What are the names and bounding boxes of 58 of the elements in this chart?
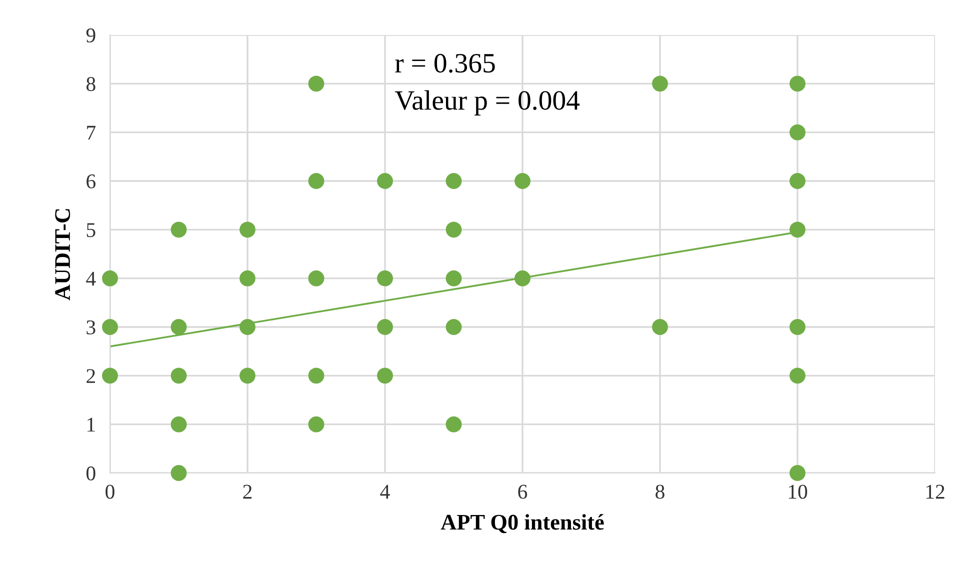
point — [170, 368, 187, 384]
point — [790, 465, 806, 481]
point — [446, 222, 462, 238]
point — [377, 173, 393, 189]
y-tick-label: 6 — [86, 174, 96, 188]
y-tick-label: 3 — [86, 320, 96, 334]
point — [652, 319, 668, 335]
x-tick-label: 8 — [656, 484, 664, 499]
point — [240, 368, 256, 384]
x-axis-title: APT Q0 intensité — [440, 514, 604, 534]
y-tick-label: 8 — [86, 77, 96, 92]
point — [308, 173, 324, 189]
x-tick-label: 0 — [106, 484, 114, 499]
annotation: r = 0.365 — [395, 54, 495, 73]
point — [170, 465, 187, 481]
y-tick-label: 2 — [86, 369, 95, 383]
point — [240, 319, 256, 335]
point — [790, 368, 806, 384]
y-tick-label: 7 — [87, 126, 96, 140]
y-axis-title: AUDIT-C — [55, 209, 70, 300]
point — [308, 416, 324, 432]
point — [240, 270, 256, 286]
x-tick-label: 10 — [788, 484, 808, 499]
point — [790, 319, 806, 335]
point — [446, 319, 462, 335]
y-tick-label: 5 — [86, 223, 96, 238]
x-tick-label: 2 — [243, 484, 252, 499]
y-tick-label: 0 — [86, 466, 96, 480]
y-tick-label: 1 — [88, 418, 95, 432]
point — [308, 368, 324, 384]
point — [377, 319, 393, 335]
point — [446, 173, 462, 189]
point — [377, 368, 393, 384]
y-tick-label: 9 — [86, 28, 96, 42]
y-tick-label: 4 — [86, 272, 96, 286]
point — [446, 270, 462, 286]
point — [240, 222, 256, 238]
point — [170, 319, 187, 335]
point — [514, 173, 530, 189]
point — [170, 416, 187, 432]
point — [308, 76, 324, 92]
point — [308, 270, 324, 286]
x-tick-label: 6 — [518, 484, 528, 499]
point — [170, 222, 187, 238]
point — [102, 368, 118, 384]
point — [102, 270, 118, 286]
point — [790, 222, 806, 238]
x-tick-label: 12 — [926, 484, 944, 499]
point — [790, 76, 806, 92]
point — [102, 319, 118, 335]
point — [790, 124, 806, 140]
point — [377, 270, 393, 286]
x-tick-label: 4 — [380, 484, 390, 499]
point — [790, 173, 806, 189]
point — [514, 270, 530, 286]
point — [446, 416, 462, 432]
annotation: Valeur p = 0.004 — [394, 90, 580, 116]
point — [652, 76, 668, 92]
